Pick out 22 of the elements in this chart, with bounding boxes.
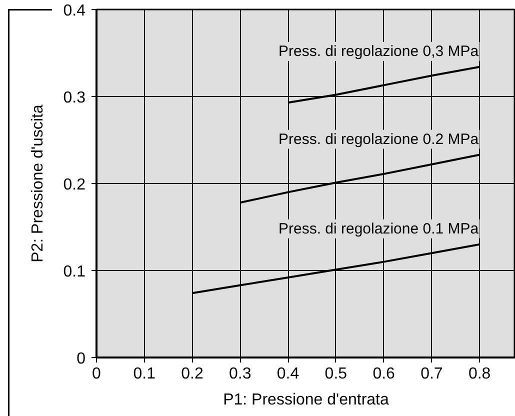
y-tick-label: 0 [76, 350, 86, 368]
y-tick-label: 0.4 [63, 2, 86, 20]
x-tick-label: 0.6 [372, 366, 396, 382]
x-tick-label: 0.4 [276, 366, 300, 382]
y-tick-label: 0.3 [63, 90, 86, 106]
x-tick-label: 0.3 [229, 366, 252, 382]
x-tick-label: 0.1 [133, 366, 156, 382]
y-tick-label: 0.2 [63, 176, 86, 194]
line-series [287, 66, 481, 104]
series-label: Press. di regolazione 0.2 MPa [278, 130, 480, 148]
series-label: Press. di regolazione 0.1 MPa [278, 220, 480, 238]
y-tick-label: 0.1 [63, 264, 86, 280]
x-axis-title: P1: Pressione d'entrata [223, 392, 390, 408]
y-axis-title: P2: Pressione d'uscita [29, 104, 46, 262]
x-tick-label: 0 [92, 366, 102, 382]
x-tick-label: 0.8 [468, 366, 491, 382]
x-tick-label: 0.5 [324, 366, 348, 382]
line-series [239, 154, 481, 204]
line-series [191, 243, 481, 294]
x-tick-label: 0.7 [420, 366, 443, 382]
x-tick-label: 0.2 [181, 366, 204, 382]
series-label: Press. di regolazione 0,3 MPa [278, 42, 480, 60]
